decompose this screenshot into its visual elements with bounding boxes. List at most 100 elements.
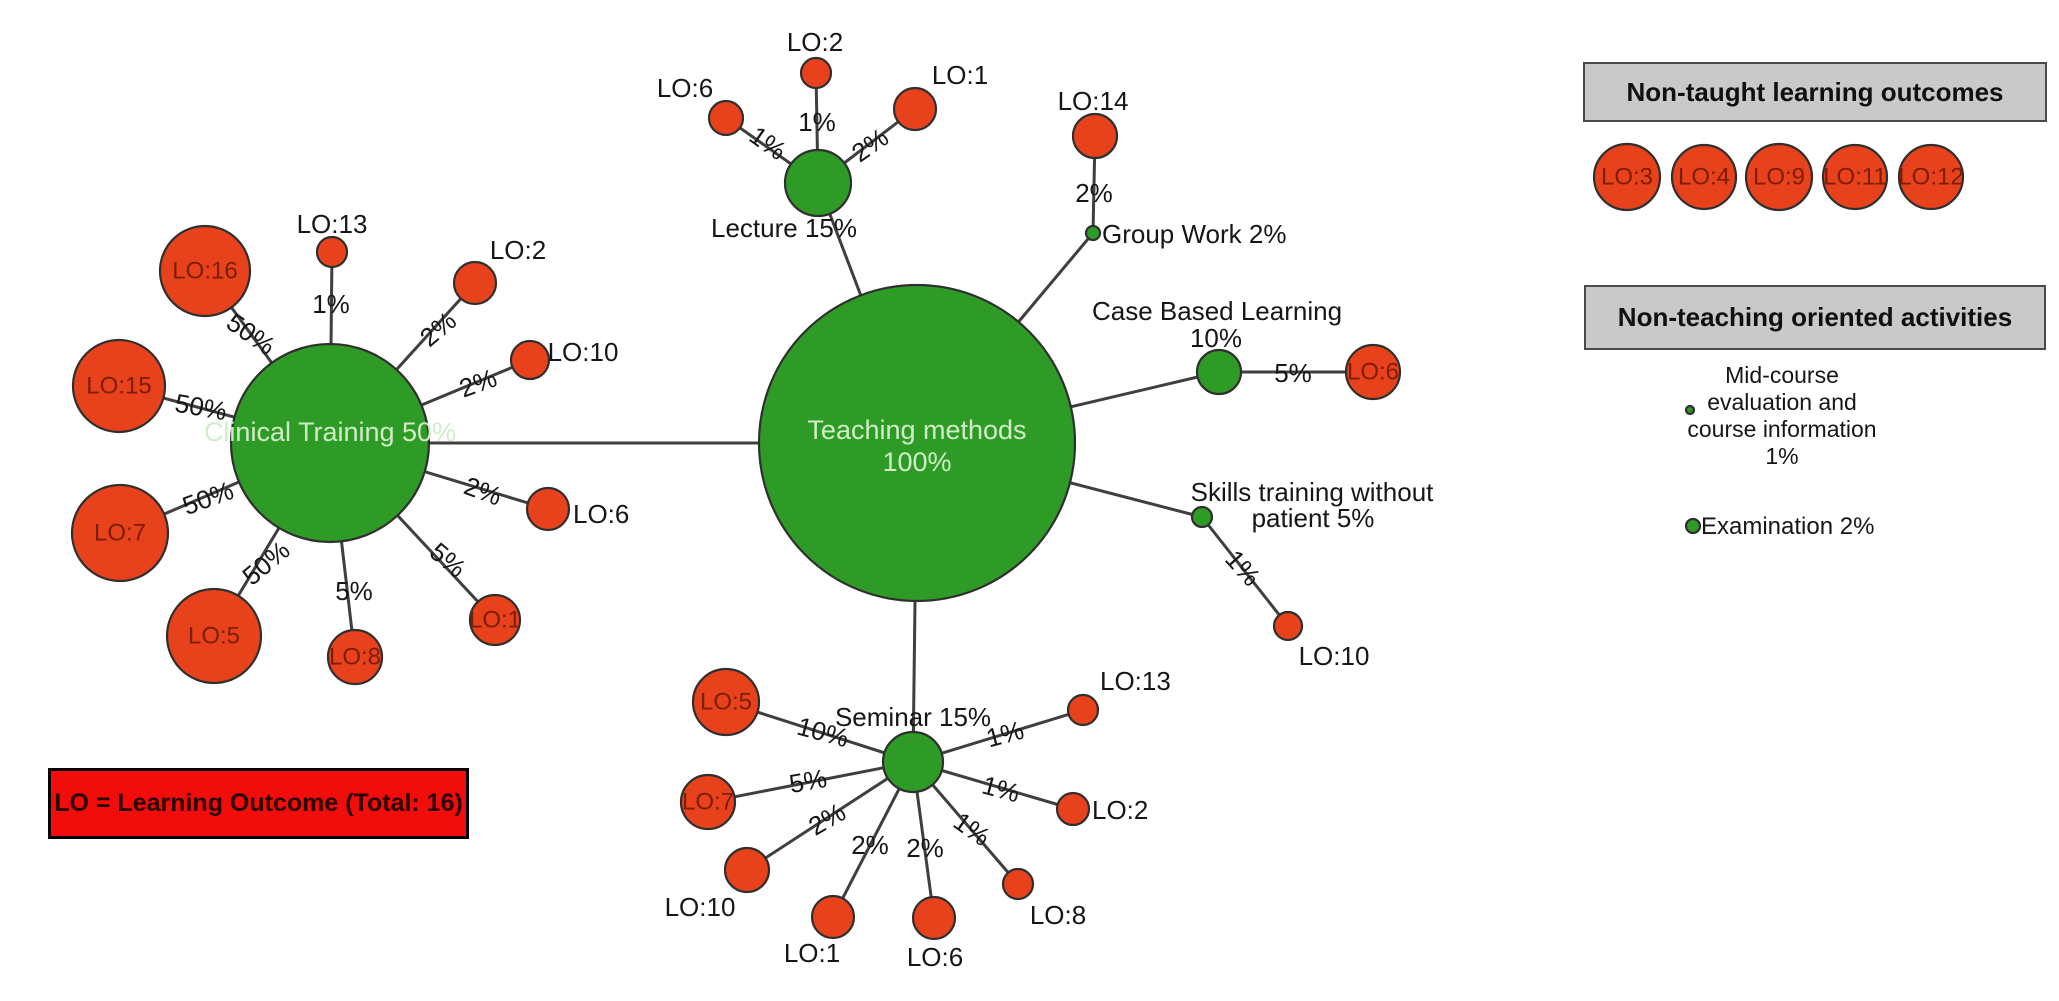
key-box: LO = Learning Outcome (Total: 16): [48, 768, 469, 839]
node-lecture: [783, 148, 853, 218]
node-cli-lo6: [525, 486, 571, 532]
edge-seminar--sem-lo7: [707, 760, 914, 804]
node-label: LO:1: [932, 60, 988, 90]
node-inside-label: LO:9: [1753, 164, 1805, 191]
node-lec-lo2: [799, 56, 833, 90]
node-label: LO:6: [907, 942, 963, 972]
edge-percent-label: 1%: [798, 107, 836, 137]
node-label: 10%: [1190, 323, 1242, 353]
node-sem-lo13: [1066, 693, 1100, 727]
legend-non-teaching-header: Non-teaching oriented activities: [1584, 285, 2046, 350]
node-sem-lo8: [1001, 867, 1035, 901]
node-inside-label: LO:7: [682, 789, 734, 816]
node-inside-label: LO:16: [172, 258, 237, 285]
node-label: LO:14: [1058, 86, 1129, 116]
node-inside-label: Clinical Training 50%: [204, 417, 456, 447]
edge-percent-label: 2%: [460, 470, 506, 511]
midcourse-evaluation-label: Mid-course evaluation and course informa…: [1658, 362, 1906, 470]
edge-percent-label: 2%: [414, 305, 462, 352]
node-sem-lo10: [723, 846, 771, 894]
midcourse-line-4: 1%: [1765, 443, 1799, 469]
node-inside-label: Teaching methods: [807, 415, 1026, 445]
node-label: LO:13: [1100, 666, 1171, 696]
node-sem-lo2: [1055, 791, 1091, 827]
node-inside-label: LO:1: [469, 607, 521, 634]
node-cli-lo2: [452, 260, 498, 306]
edge-skills-training--skl-lo10: [1200, 516, 1290, 627]
node-label: Skills training without: [1191, 477, 1435, 507]
node-cli-lo10: [509, 339, 551, 381]
node-inside-label: LO:4: [1678, 164, 1730, 191]
edge-percent-label: 1%: [1219, 544, 1266, 592]
edge-percent-label: 2%: [1075, 178, 1113, 208]
node-label: LO:2: [787, 27, 843, 57]
edge-percent-label: 5%: [787, 763, 829, 799]
node-skl-lo10: [1272, 610, 1304, 642]
node-label: Group Work 2%: [1102, 219, 1286, 249]
node-cli-lo1: [468, 593, 522, 647]
node-cli-lo7: [70, 483, 170, 583]
node-cli-lo15: [71, 338, 167, 434]
edge-percent-label: 2%: [455, 362, 501, 403]
node-inside-label: LO:5: [188, 623, 240, 650]
examination-label: Examination 2%: [1701, 513, 1875, 540]
node-inside-label: LO:11: [1823, 164, 1887, 191]
node-inside-label: LO:5: [700, 689, 752, 716]
node-lo14: [1071, 112, 1119, 160]
node-label: patient 5%: [1252, 503, 1375, 533]
midcourse-line-2: evaluation and: [1707, 389, 1857, 415]
edge-percent-label: 50%: [221, 307, 281, 361]
midcourse-line-1: Mid-course: [1725, 362, 1839, 388]
node-inside-label: LO:6: [1347, 359, 1399, 386]
node-label: LO:10: [665, 892, 736, 922]
edge-percent-label: 2%: [803, 797, 851, 842]
node-sem-lo1: [810, 894, 856, 940]
node-cli-lo5: [165, 587, 263, 685]
node-leg-lo12: [1897, 143, 1965, 211]
node-label: LO:1: [784, 938, 840, 968]
edge-percent-label: 50%: [178, 475, 237, 521]
node-label: LO:2: [1092, 795, 1148, 825]
edge-percent-label: 5%: [335, 576, 373, 606]
node-inside-label: LO:15: [86, 373, 151, 400]
node-inside-label: LO:7: [94, 520, 146, 547]
node-label: LO:10: [1299, 641, 1370, 671]
node-sem-lo7: [679, 773, 737, 831]
node-cli-lo13: [315, 235, 349, 269]
node-lec-lo6: [707, 99, 745, 137]
node-inside-label: 100%: [882, 447, 951, 477]
node-inside-label: LO:8: [329, 644, 381, 671]
node-case-based-learning: [1195, 348, 1243, 396]
node-teaching-methods: [757, 283, 1077, 603]
node-group-work: [1084, 224, 1102, 242]
node-cbl-lo6: [1344, 343, 1402, 401]
legend-non-taught-header: Non-taught learning outcomes: [1583, 62, 2047, 122]
node-cli-lo16: [158, 224, 252, 318]
edge-percent-label: 1%: [979, 770, 1023, 809]
node-label: LO:6: [657, 73, 713, 103]
node-leg-lo3: [1592, 142, 1662, 212]
node-inside-label: LO:12: [1898, 164, 1963, 191]
node-label: Case Based Learning: [1092, 296, 1342, 326]
edge-percent-label: 2%: [906, 833, 944, 863]
edge-percent-label: 1%: [312, 289, 350, 319]
node-label: LO:6: [573, 499, 629, 529]
node-seminar: [881, 730, 945, 794]
node-inside-label: LO:3: [1601, 164, 1653, 191]
node-leg-lo11: [1821, 143, 1889, 211]
node-skills-training: [1190, 505, 1214, 529]
node-label: LO:10: [548, 337, 619, 367]
edge-seminar--sem-lo10: [746, 760, 914, 872]
node-cli-lo8: [326, 628, 384, 686]
edge-percent-label: 2%: [851, 830, 889, 860]
edge-percent-label: 50%: [173, 388, 229, 427]
node-examination-dot: [1684, 517, 1702, 535]
node-sem-lo5: [691, 667, 761, 737]
node-midcourse-dot: [1684, 404, 1696, 416]
node-leg-lo9: [1744, 142, 1814, 212]
node-lec-lo1: [892, 86, 938, 132]
midcourse-line-3: course information: [1687, 416, 1877, 442]
node-label: Seminar 15%: [835, 702, 991, 732]
node-label: Lecture 15%: [711, 213, 857, 243]
